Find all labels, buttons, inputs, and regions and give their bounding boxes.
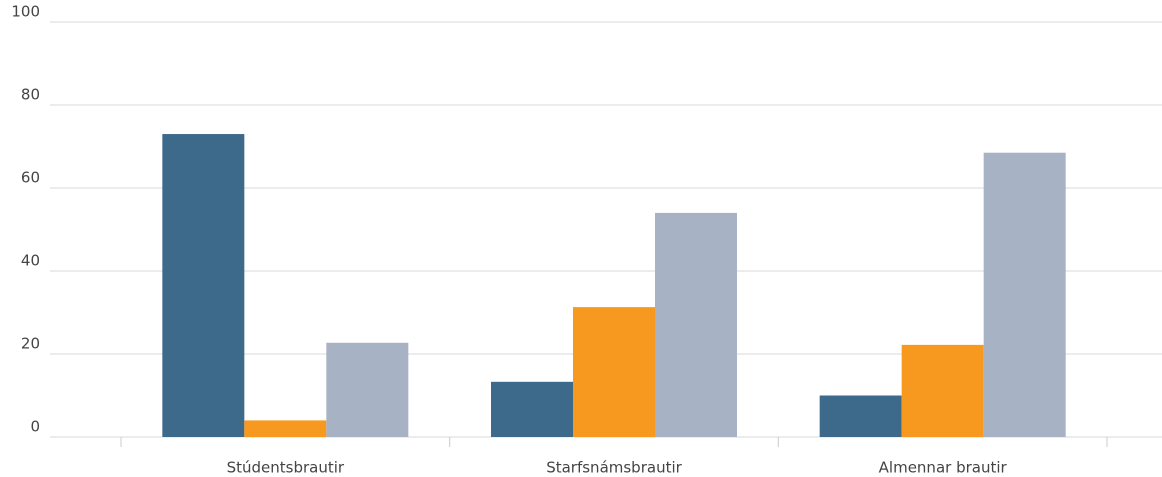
bar xyxy=(819,395,902,437)
bar xyxy=(573,307,655,437)
bar xyxy=(162,134,245,438)
y-tick-label: 20 xyxy=(21,335,40,353)
bar xyxy=(983,152,1066,437)
bar xyxy=(491,381,573,437)
bar xyxy=(244,420,327,437)
bar xyxy=(901,344,984,437)
y-tick-label: 40 xyxy=(21,252,40,270)
bar xyxy=(326,342,409,437)
x-tick-label: Stúdentsbrautir xyxy=(227,459,345,477)
x-tick-label: Almennar brautir xyxy=(879,459,1008,477)
y-tick-label: 100 xyxy=(11,3,40,21)
y-tick-label: 80 xyxy=(21,86,40,104)
y-tick-label: 60 xyxy=(21,169,40,187)
y-tick-label: 0 xyxy=(30,418,40,436)
x-tick-label: Starfsnámsbrautir xyxy=(546,459,682,477)
bar xyxy=(655,212,737,437)
